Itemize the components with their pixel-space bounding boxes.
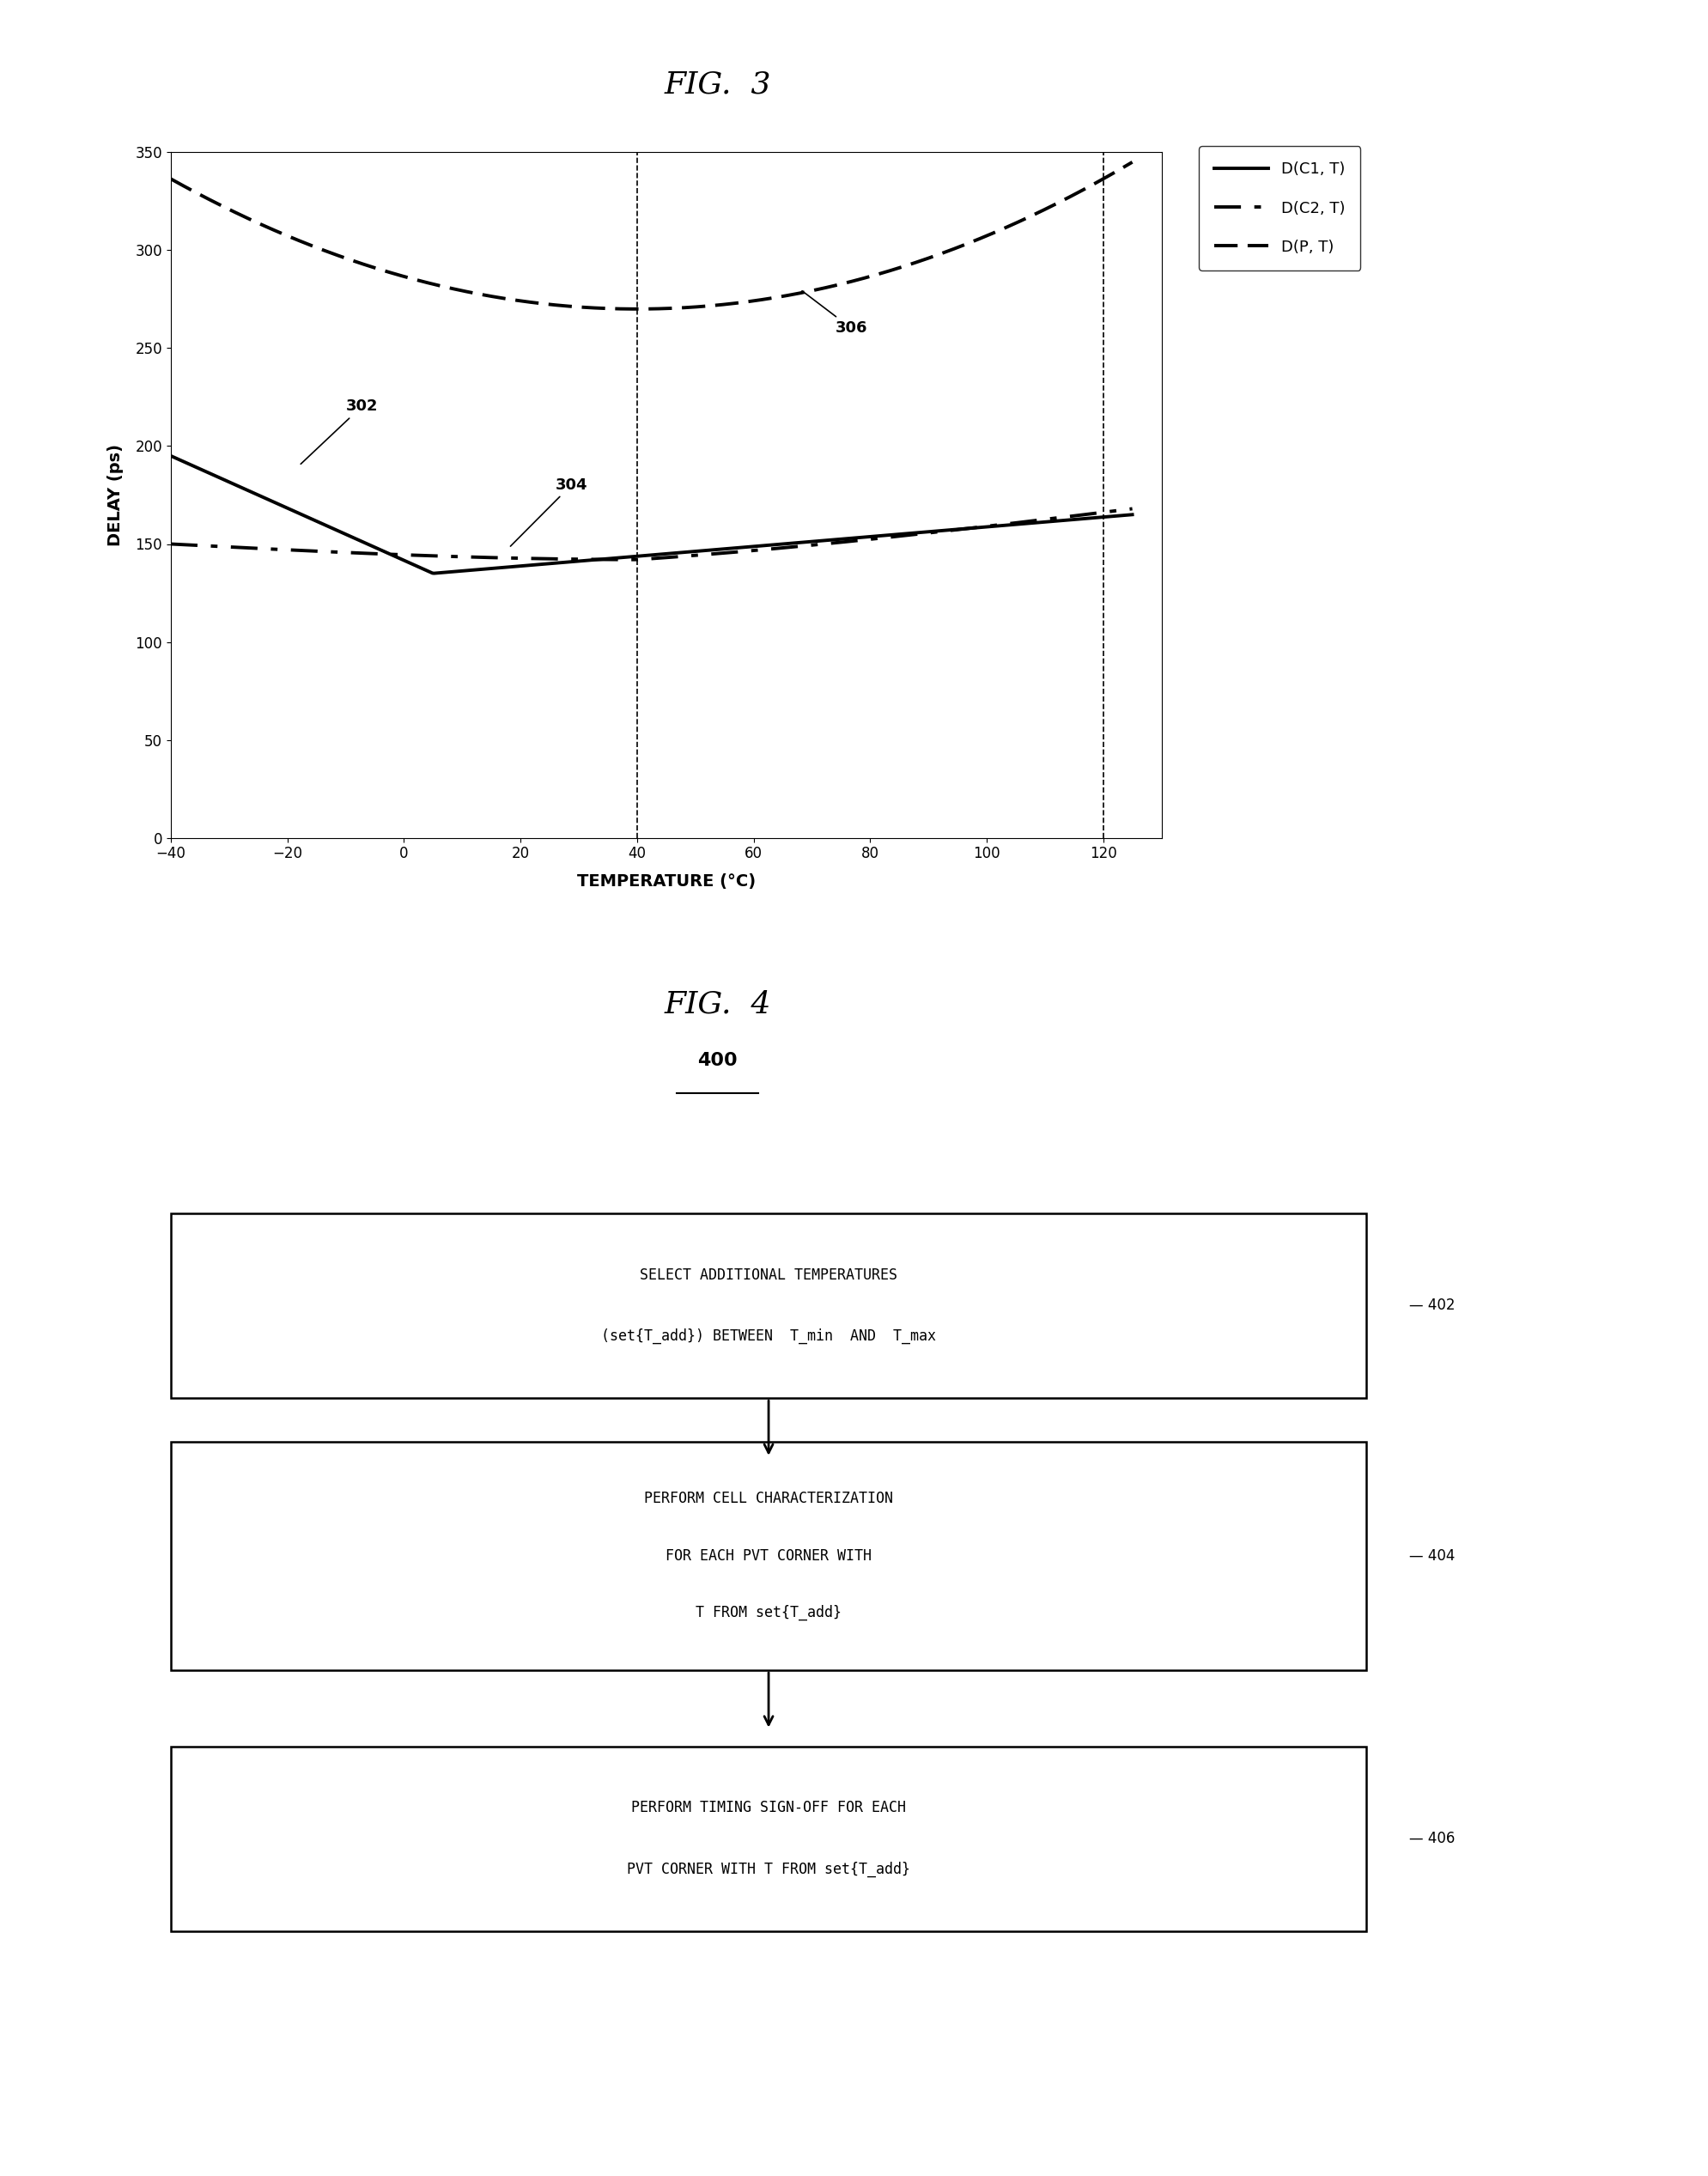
Bar	[171, 1745, 1366, 1932]
Text: PVT CORNER WITH T FROM set{T_add}: PVT CORNER WITH T FROM set{T_add}	[627, 1863, 910, 1878]
Text: PERFORM TIMING SIGN-OFF FOR EACH: PERFORM TIMING SIGN-OFF FOR EACH	[632, 1800, 905, 1815]
Text: FIG.  3: FIG. 3	[664, 70, 770, 98]
Text: — 402: — 402	[1409, 1297, 1455, 1314]
Text: — 406: — 406	[1409, 1830, 1455, 1847]
Text: (set{T_add}) BETWEEN  T_min  AND  T_max: (set{T_add}) BETWEEN T_min AND T_max	[601, 1330, 936, 1345]
Text: FIG.  4: FIG. 4	[664, 990, 770, 1018]
Text: PERFORM CELL CHARACTERIZATION: PERFORM CELL CHARACTERIZATION	[644, 1491, 893, 1506]
Text: FOR EACH PVT CORNER WITH: FOR EACH PVT CORNER WITH	[666, 1547, 871, 1565]
Text: — 404: — 404	[1409, 1547, 1455, 1565]
Legend: D(C1, T), D(C2, T), D(P, T): D(C1, T), D(C2, T), D(P, T)	[1199, 146, 1361, 270]
Text: 400: 400	[697, 1053, 738, 1068]
Bar	[171, 1214, 1366, 1397]
Text: T FROM set{T_add}: T FROM set{T_add}	[695, 1606, 842, 1621]
Bar	[171, 1441, 1366, 1671]
X-axis label: TEMPERATURE (°C): TEMPERATURE (°C)	[577, 873, 755, 890]
Text: SELECT ADDITIONAL TEMPERATURES: SELECT ADDITIONAL TEMPERATURES	[640, 1266, 897, 1282]
Y-axis label: DELAY (ps): DELAY (ps)	[108, 444, 123, 546]
Text: 302: 302	[301, 398, 377, 463]
Text: 304: 304	[511, 477, 588, 546]
Text: 306: 306	[803, 292, 868, 335]
